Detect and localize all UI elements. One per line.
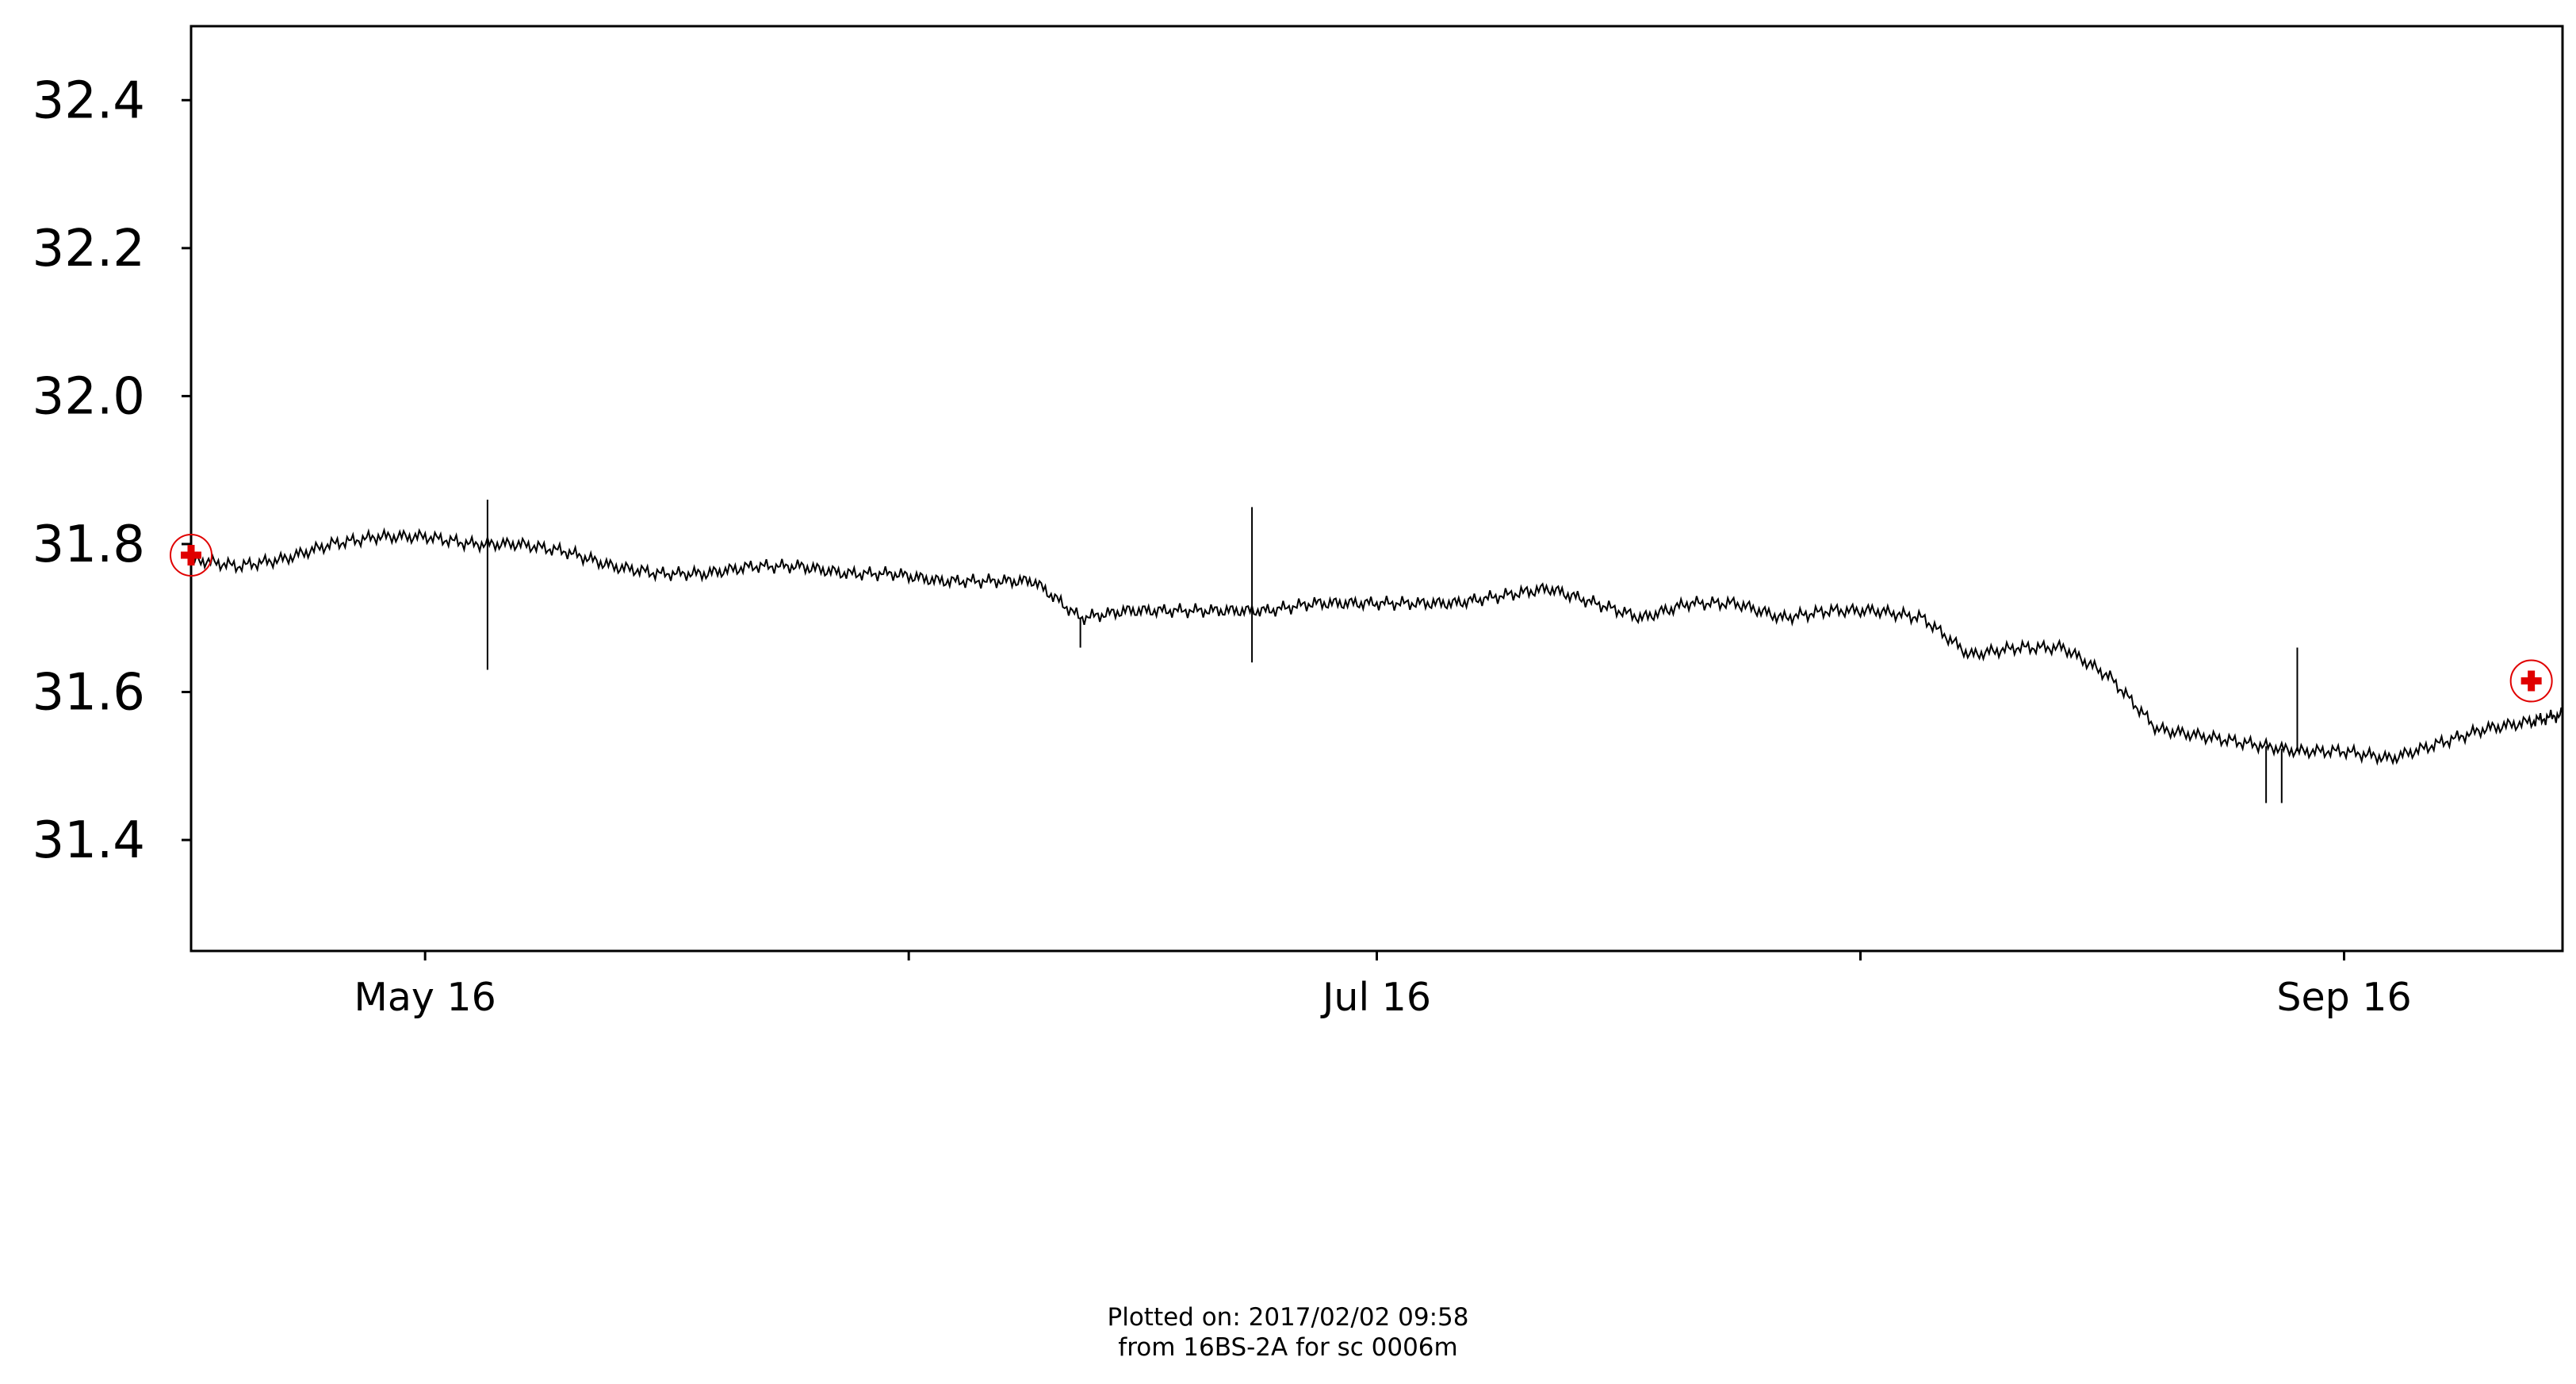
endpoint-marker-cross bbox=[181, 544, 201, 565]
endpoint-marker-ring bbox=[2509, 659, 2553, 703]
data-series bbox=[190, 499, 2563, 803]
chart: 31.4 31.6 31.8 32.0 32.2 32.4 May 16 Jul 16 Sep… bbox=[33, 25, 2564, 1020]
plot-frame bbox=[189, 25, 2564, 953]
x-tick-label: Jul 16 bbox=[1320, 975, 1431, 1020]
y-tick-label: 32.2 bbox=[33, 220, 146, 278]
endpoint-marker-cross bbox=[2520, 670, 2542, 692]
x-tick-label: Sep 16 bbox=[2276, 975, 2411, 1020]
footer-source: from 16BS-2A for sc 0006m bbox=[1118, 1333, 1458, 1362]
footer-plotted-on: Plotted on: 2017/02/02 09:58 bbox=[1107, 1303, 1469, 1332]
x-axis: May 16 Jul 16 Sep 16 bbox=[354, 951, 2412, 1020]
y-tick-label: 32.4 bbox=[33, 71, 146, 130]
plot-border bbox=[189, 25, 2564, 953]
y-axis: 31.4 31.6 31.8 32.0 32.2 32.4 bbox=[33, 71, 191, 870]
y-tick-label: 31.6 bbox=[33, 664, 146, 723]
y-tick-label: 32.0 bbox=[33, 367, 146, 426]
endpoint-markers bbox=[170, 533, 2553, 703]
y-tick-label: 31.4 bbox=[33, 811, 146, 870]
y-tick-label: 31.8 bbox=[33, 516, 146, 574]
endpoint-marker-ring bbox=[170, 533, 212, 577]
series-line bbox=[190, 527, 2563, 766]
x-tick-label: May 16 bbox=[354, 975, 496, 1020]
plot-footer: Plotted on: 2017/02/02 09:58 from 16BS-2… bbox=[0, 1302, 2576, 1363]
